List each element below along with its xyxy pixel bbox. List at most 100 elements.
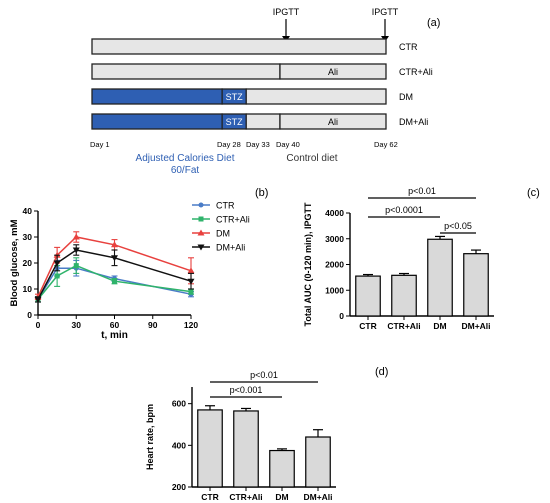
x-tick-label: CTR — [359, 321, 376, 331]
segment-label: STZ — [226, 92, 244, 102]
y-tick-label: 4000 — [325, 208, 344, 218]
timeline-rows: CTR Ali CTR+Ali STZ DM STZ Ali DM+Ali — [91, 38, 433, 130]
group-label: DM+Ali — [399, 117, 428, 127]
significance-label: p<0.0001 — [385, 205, 423, 215]
data-point — [72, 247, 80, 254]
legend-label: CTR — [216, 201, 235, 211]
data-point — [73, 263, 79, 269]
timeline-segment — [91, 113, 223, 130]
control-diet-label: Control diet — [286, 153, 337, 164]
x-tick-label: DM+Ali — [303, 492, 332, 502]
data-point — [112, 278, 117, 284]
panel-label: (d) — [375, 366, 388, 378]
group-label: CTR — [399, 42, 418, 52]
x-tick-label: DM — [433, 321, 446, 331]
bar — [391, 274, 417, 317]
y-tick-label: 200 — [172, 482, 186, 492]
y-tick-label: 0 — [27, 310, 32, 320]
data-point — [111, 255, 118, 262]
data-point — [198, 202, 204, 208]
panel-label-b: (b) — [255, 187, 268, 199]
x-tick-label: DM+Ali — [461, 321, 490, 331]
legend-label: DM+Ali — [216, 243, 245, 253]
panel-label-a: (a) — [427, 17, 440, 29]
timeline-segment — [245, 88, 387, 105]
y-tick-label: 0 — [339, 311, 344, 321]
y-axis-label: Blood glucose, mM — [9, 219, 20, 306]
y-axis-label: Heart rate, bpm — [145, 404, 155, 470]
timeline-segment — [91, 38, 387, 55]
x-tick-label: 60 — [110, 320, 120, 330]
significance-label: p<0.01 — [408, 186, 436, 196]
bar — [463, 253, 489, 317]
timeline-segment — [245, 113, 281, 130]
y-tick-label: 2000 — [325, 260, 344, 270]
glucose-line-chart: (b) 0 10 20 30 40 0 30 60 90 120 t, min Blood glucos… — [9, 187, 268, 341]
timeline-segment — [279, 63, 387, 80]
group-label: CTR+Ali — [399, 67, 433, 77]
x-tick-label: 30 — [72, 320, 82, 330]
x-tick-label: 90 — [148, 320, 158, 330]
legend-label: CTR+Ali — [216, 215, 250, 225]
ipgtt-marker-1: IPGTT — [273, 7, 300, 42]
bar — [233, 410, 259, 488]
data-point — [197, 229, 205, 236]
bar — [355, 275, 381, 317]
y-tick-label: 600 — [172, 399, 186, 409]
y-tick-label: 3000 — [325, 234, 344, 244]
x-tick-label: 0 — [36, 320, 41, 330]
legend-label: DM — [216, 229, 230, 239]
x-tick-label: 120 — [184, 320, 198, 330]
data-point — [198, 216, 204, 222]
y-tick-label: 1000 — [325, 285, 344, 295]
day-label-1: Day 1 — [90, 140, 110, 149]
segment-label: Ali — [328, 67, 338, 77]
timeline-segment — [91, 63, 281, 80]
bar — [269, 449, 295, 488]
ipgtt-marker-2: IPGTT — [372, 7, 399, 42]
data-point — [187, 278, 195, 285]
timeline-segment — [91, 88, 223, 105]
x-axis-label: t, min — [101, 330, 128, 341]
significance-label: p<0.01 — [250, 370, 278, 380]
significance-label: p<0.05 — [444, 221, 472, 231]
significance-label: p<0.001 — [230, 385, 263, 395]
timeline-segment — [279, 113, 387, 130]
data-point — [197, 244, 205, 251]
bar — [427, 238, 453, 317]
diet-label-line1: Adjusted Calories Diet — [136, 153, 235, 164]
bar — [305, 436, 331, 488]
data-point — [34, 296, 42, 303]
y-tick-label: 20 — [23, 258, 33, 268]
x-tick-label: DM — [275, 492, 288, 502]
heart-rate-bar-chart: (d) 200 400 600 Heart rate, bpm CTR CTR+Ali DM D… — [145, 366, 388, 502]
panel-label: (c) — [527, 187, 540, 199]
data-point — [187, 267, 195, 274]
diet-label-line2: 60/Fat — [171, 165, 200, 176]
data-point — [72, 233, 80, 240]
x-tick-label: CTR+Ali — [229, 492, 262, 502]
auc-bar-chart: (c) 0 1000 2000 3000 4000 Total AUC (0-120 min… — [303, 186, 540, 331]
group-label: DM — [399, 92, 413, 102]
day-label-33: Day 33 — [246, 140, 270, 149]
y-tick-label: 10 — [23, 284, 33, 294]
y-tick-label: 30 — [23, 232, 33, 242]
data-point — [53, 260, 61, 267]
day-label-62: Day 62 — [374, 140, 398, 149]
data-point — [188, 289, 194, 295]
day-label-28: Day 28 — [217, 140, 241, 149]
data-point — [54, 273, 60, 279]
ipgtt-label-1: IPGTT — [273, 7, 300, 17]
timeline-panel: (a) IPGTT IPGTT CTR Ali CTR+Ali STZ DM STZ Ali… — [90, 7, 440, 176]
x-tick-label: CTR — [201, 492, 218, 502]
day-label-40: Day 40 — [276, 140, 300, 149]
y-tick-label: 40 — [23, 206, 33, 216]
ipgtt-label-2: IPGTT — [372, 7, 399, 17]
segment-label: Ali — [328, 117, 338, 127]
y-axis-label: Total AUC (0-120 min), IPGTT — [303, 202, 313, 327]
bar — [197, 409, 223, 488]
y-tick-label: 400 — [172, 440, 186, 450]
segment-label: STZ — [226, 117, 244, 127]
data-point — [111, 241, 118, 248]
